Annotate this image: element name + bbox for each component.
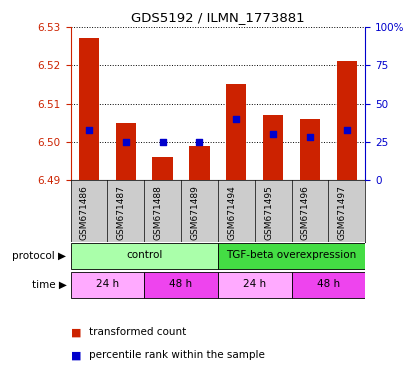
Text: 48 h: 48 h (317, 280, 340, 290)
Bar (71, 272, 144, 298)
Bar (291, 272, 365, 298)
Point (159, 139, 166, 145)
Bar (263, 115, 283, 180)
Text: GSM671487: GSM671487 (117, 185, 126, 240)
Title: GDS5192 / ILMN_1773881: GDS5192 / ILMN_1773881 (131, 11, 305, 24)
Text: GSM671489: GSM671489 (190, 185, 200, 240)
Point (233, 116, 239, 122)
Bar (218, 272, 291, 298)
Text: GSM671488: GSM671488 (154, 185, 163, 240)
Point (122, 139, 129, 145)
Point (85, 127, 92, 133)
Bar (226, 84, 247, 180)
Text: percentile rank within the sample: percentile rank within the sample (89, 350, 265, 360)
Bar (144, 272, 218, 298)
Bar (218, 243, 365, 269)
Text: GSM671494: GSM671494 (227, 185, 236, 240)
Bar (152, 157, 173, 180)
Text: ■: ■ (71, 327, 85, 337)
Text: 24 h: 24 h (243, 280, 266, 290)
Text: 24 h: 24 h (96, 280, 119, 290)
Bar (71, 243, 218, 269)
Text: control: control (126, 250, 162, 260)
Text: GSM671495: GSM671495 (264, 185, 273, 240)
Bar (189, 146, 210, 180)
Bar (116, 123, 136, 180)
Point (196, 139, 203, 145)
Text: GSM671486: GSM671486 (80, 185, 89, 240)
Point (344, 127, 350, 133)
Text: GSM671496: GSM671496 (301, 185, 310, 240)
Text: ■: ■ (71, 350, 85, 360)
Text: protocol ▶: protocol ▶ (12, 251, 66, 261)
Point (307, 134, 313, 141)
Point (270, 131, 276, 137)
Text: 48 h: 48 h (169, 280, 193, 290)
Text: GSM671497: GSM671497 (338, 185, 347, 240)
Text: transformed count: transformed count (89, 327, 186, 337)
Bar (337, 61, 357, 180)
Bar (300, 119, 320, 180)
Text: TGF-beta overexpression: TGF-beta overexpression (227, 250, 356, 260)
Bar (79, 38, 99, 180)
Text: time ▶: time ▶ (32, 280, 66, 290)
